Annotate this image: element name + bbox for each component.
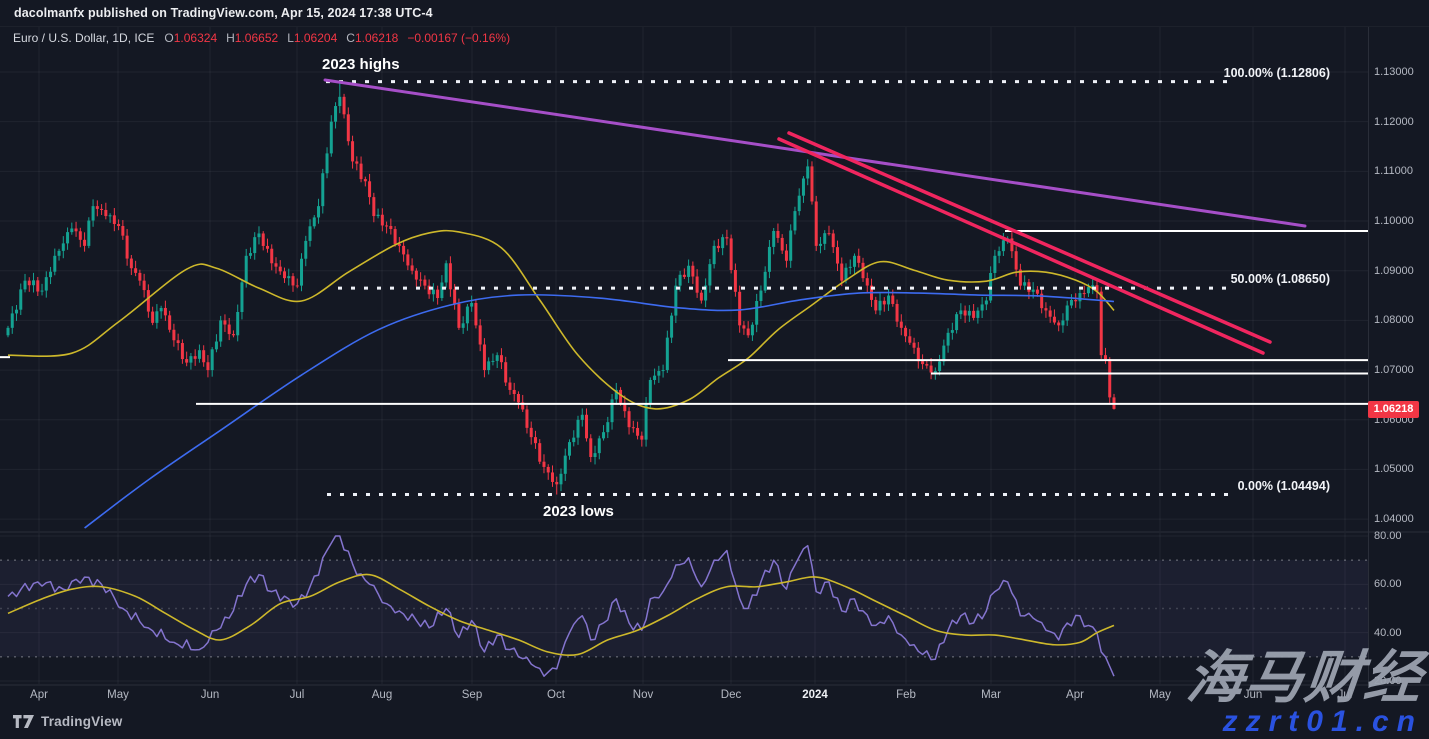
fib-label: 100.00% (1.12806) xyxy=(1223,65,1330,80)
annotation-2023-highs: 2023 highs xyxy=(322,56,400,73)
time-axis-label: Jun xyxy=(200,689,220,701)
time-axis-label: May xyxy=(1149,689,1171,701)
rsi-indicator-pane xyxy=(0,535,1368,677)
watermark: 海马财经 zzrt01.cn xyxy=(1183,646,1427,739)
price-axis-label: 1.08000 xyxy=(1374,314,1414,327)
annotation-2023-lows: 2023 lows xyxy=(543,503,614,520)
legend-value: 1.06324 xyxy=(173,31,218,45)
moving-averages xyxy=(7,229,1115,529)
time-axis-label: Sep xyxy=(461,689,483,701)
legend-value: C xyxy=(346,31,355,45)
legend-value: 1.06218 xyxy=(354,31,399,45)
trendlines[interactable] xyxy=(323,78,1307,355)
time-axis-label: 2024 xyxy=(802,689,828,701)
time-axis-label: Jun xyxy=(1243,689,1263,701)
fib-label: 50.00% (1.08650) xyxy=(1230,272,1330,287)
last-price-badge: 1.06218 xyxy=(1368,400,1419,418)
price-axis-label: 1.11000 xyxy=(1374,165,1413,178)
tradingview-logo-icon xyxy=(13,714,34,728)
legend-value: O xyxy=(164,31,174,45)
legend-value: 1.06652 xyxy=(234,31,279,45)
descending-trendline-from-2023-high xyxy=(323,78,1307,228)
indicator-axis-label: 20.00 xyxy=(1374,675,1402,687)
time-axis-label: May xyxy=(107,689,129,701)
fib-label: 0.00% (1.04494) xyxy=(1237,478,1330,493)
gridlines xyxy=(0,27,1368,684)
rsi-ma-line xyxy=(7,573,1115,657)
support-resistance-levels[interactable] xyxy=(0,229,1368,405)
watermark-site-text: zzrt01.cn xyxy=(1222,705,1423,738)
legend-symbol[interactable]: Euro / U.S. Dollar, 1D, ICE xyxy=(13,31,155,45)
indicator-axis-label: 80.00 xyxy=(1374,530,1402,542)
price-axis-label: 1.04000 xyxy=(1374,513,1414,526)
time-axis-label: Dec xyxy=(720,689,742,701)
price-axis-label: 1.12000 xyxy=(1374,115,1414,128)
indicator-axis-label: 40.00 xyxy=(1374,626,1402,639)
watermark-cjk-text: 海马财经 xyxy=(1183,646,1427,710)
legend-value: H xyxy=(226,31,235,45)
time-axis-label: Feb xyxy=(896,689,916,701)
pane-separators xyxy=(0,27,1429,686)
publish-text: dacolmanfx published on TradingView.com,… xyxy=(14,6,433,20)
time-axis-label: Mar xyxy=(981,689,1001,701)
price-axis-label: 1.13000 xyxy=(1374,66,1414,78)
pink-channel-upper xyxy=(787,131,1272,344)
pink-channel-lower xyxy=(777,137,1265,355)
legend-value: L xyxy=(287,31,294,45)
time-axis-label: Jul xyxy=(289,689,305,701)
time-axis-label: Aug xyxy=(371,689,393,701)
time-axis-label: Nov xyxy=(632,689,654,701)
time-axis-label: Apr xyxy=(30,689,48,701)
time-axis-label: Apr xyxy=(1066,689,1084,701)
time-axis-label: Oct xyxy=(547,689,565,701)
price-axis-label: 1.05000 xyxy=(1374,463,1414,476)
time-axis-label: Jul xyxy=(1337,689,1353,701)
tradingview-logo[interactable]: TradingView xyxy=(13,714,122,729)
publish-bar: dacolmanfx published on TradingView.com,… xyxy=(0,0,1429,27)
fib-retracement-lines[interactable] xyxy=(326,80,1230,497)
indicator-axis-label: 60.00 xyxy=(1374,578,1402,591)
symbol-legend[interactable]: Euro / U.S. Dollar, 1D, ICE O1.06324 H1.06… xyxy=(13,31,514,45)
tradingview-logo-text: TradingView xyxy=(41,714,123,729)
price-axis-label: 1.07000 xyxy=(1374,364,1414,377)
legend-value: −0.00167 (−0.16%) xyxy=(407,31,511,45)
price-axis-label: 1.10000 xyxy=(1374,215,1414,228)
price-axis-label: 1.09000 xyxy=(1374,264,1414,277)
legend-value: 1.06204 xyxy=(293,31,338,45)
